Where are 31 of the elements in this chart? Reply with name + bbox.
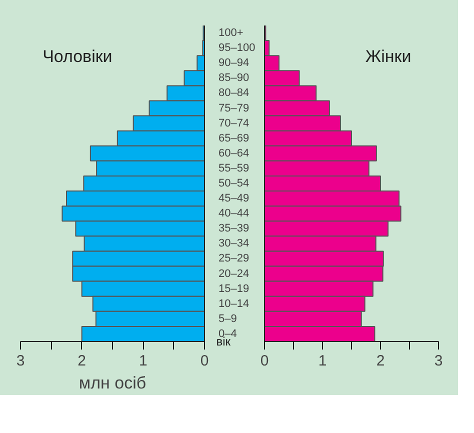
y-tick-label: 65–69 [218,132,250,144]
y-tick-label: 90–94 [218,57,250,70]
y-tick-label: 30–34 [218,238,250,250]
y-tick-label: 50–54 [218,178,250,190]
y-tick-label: 5–9 [218,312,237,325]
y-tick-label: 40–44 [218,208,250,220]
x-tick-label: 3 [434,352,443,370]
text: Жінки [365,47,412,66]
y-tick-label: 55–59 [218,162,250,174]
text: Чоловіки [42,47,112,66]
y-tick-label: 85–90 [218,72,250,84]
y-tick-label: 15–19 [218,282,250,295]
y-tick-label: 70–74 [218,117,250,130]
y-tick-label: 80–84 [218,87,250,100]
y-tick-label: 95–100 [218,42,256,54]
y-tick-label: 75–79 [218,102,250,114]
x-tick-label: 3 [16,352,25,370]
x-tick-label: 2 [78,352,86,370]
y-tick-label: 20–24 [218,268,250,280]
x-axis-title: млн осіб [78,374,146,392]
y-tick-label: 100+ [218,27,244,40]
y-tick-label: 60–64 [218,147,250,160]
x-tick-label: 0 [260,352,269,370]
y-tick-label: 25–29 [218,252,250,265]
y-tick-label: 35–39 [218,222,250,235]
x-tick-label: 2 [376,352,385,370]
x-tick-label: 1 [318,352,327,370]
x-tick-label: 0 [200,352,209,370]
y-tick-label: 45–49 [218,192,250,205]
y-tick-label: 10–14 [218,298,250,310]
x-tick-label: 1 [138,352,148,370]
